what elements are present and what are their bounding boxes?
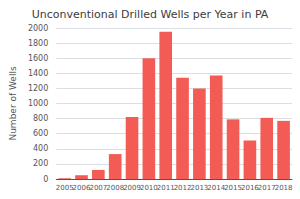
svg-text:2018: 2018 (275, 184, 293, 192)
svg-text:1800: 1800 (28, 39, 48, 48)
svg-text:200: 200 (33, 159, 48, 168)
svg-text:2006: 2006 (73, 184, 91, 192)
svg-text:0: 0 (43, 175, 48, 184)
svg-text:2012: 2012 (174, 184, 192, 192)
svg-text:2015: 2015 (224, 184, 242, 192)
svg-text:1000: 1000 (28, 99, 48, 108)
svg-text:2007: 2007 (89, 184, 107, 192)
svg-text:600: 600 (33, 129, 48, 138)
svg-text:2008: 2008 (106, 184, 124, 192)
svg-text:Unconventional Drilled Wells p: Unconventional Drilled Wells per Year in… (32, 8, 269, 21)
svg-text:1600: 1600 (28, 54, 48, 63)
svg-text:2010: 2010 (140, 184, 158, 192)
svg-text:800: 800 (33, 114, 48, 123)
svg-text:400: 400 (33, 144, 48, 153)
svg-text:2011: 2011 (157, 184, 175, 192)
svg-text:2017: 2017 (258, 184, 276, 192)
svg-text:2013: 2013 (190, 184, 208, 192)
svg-text:1200: 1200 (28, 84, 48, 93)
svg-text:2014: 2014 (207, 184, 225, 192)
svg-text:2000: 2000 (28, 24, 48, 33)
svg-text:2016: 2016 (241, 184, 259, 192)
svg-text:2009: 2009 (123, 184, 141, 192)
svg-text:1400: 1400 (28, 69, 48, 78)
svg-text:2005: 2005 (56, 184, 74, 192)
svg-text:Number of Wells: Number of Wells (8, 66, 18, 140)
